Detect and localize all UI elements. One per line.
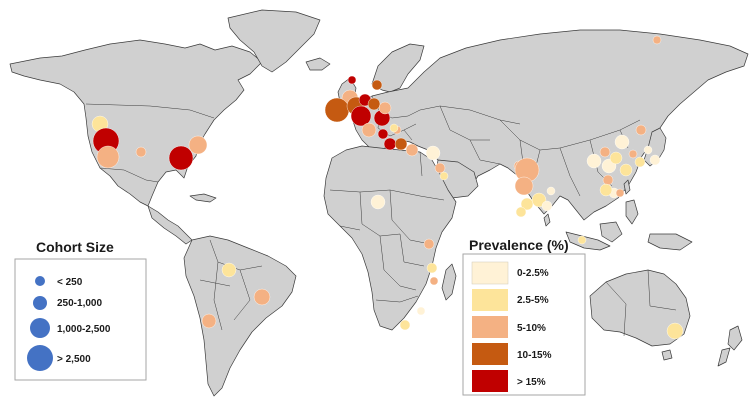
iceland [305,57,331,71]
marker-south-africa-1 [416,306,426,316]
cohort-label-medium: 250-1,000 [57,298,102,309]
marker-us-east-1 [168,145,194,171]
prevalence-swatch-4 [472,370,508,392]
marker-ea-7 [602,174,614,186]
marker-me-1 [425,145,441,161]
africa [323,145,457,331]
indonesia [565,231,611,251]
borneo [599,221,623,243]
central-america [147,205,193,245]
marker-us-central [135,146,147,158]
marker-eu-13 [383,137,397,151]
madagascar [441,263,457,301]
marker-east-africa-1 [423,238,435,250]
south-america [183,235,297,397]
marker-sa-5 [520,197,534,211]
marker-ea-1 [586,153,602,169]
cohort-label-xlarge: > 2,500 [57,354,91,365]
marker-ea-2 [599,146,611,158]
marker-eu-7 [350,105,372,127]
marker-eu-12 [377,128,389,140]
marker-sea-1 [577,235,587,245]
philippines [625,199,639,225]
tasmania [661,349,673,361]
marker-eu-16 [405,143,419,157]
marker-us-east-2 [188,135,208,155]
marker-west-africa [370,194,386,210]
marker-sa-7 [546,186,556,196]
cohort-label-small: < 250 [57,277,83,288]
marker-eu-2 [371,79,383,91]
marker-ea-5 [609,151,623,165]
north-america [9,39,263,207]
cohort-legend-title: Cohort Size [36,239,114,255]
cohort-marker-large [30,318,50,338]
marker-east-africa-2 [426,262,438,274]
sri-lanka [543,213,551,227]
marker-eu-8 [367,97,381,111]
new-zealand [727,325,743,351]
marker-eu-1 [347,75,357,85]
marker-us-west-3 [96,145,120,169]
marker-brazil-1 [221,262,237,278]
prevalence-swatch-1 [472,289,508,311]
marker-ea-4 [614,134,630,150]
greenland [227,9,321,73]
marker-sa-3 [514,176,534,196]
prevalence-label-0: 0-2.5% [517,268,549,279]
cohort-marker-xlarge [27,345,53,371]
country-borders [85,95,677,337]
cohort-size-legend: Cohort Size < 250 250-1,000 1,000-2,500 … [14,239,147,381]
marker-eu-17 [389,123,399,133]
prevalence-label-4: > 15% [517,377,546,388]
marker-ea-13 [643,145,653,155]
marker-brazil-2 [253,288,271,306]
marker-ea-16 [652,35,662,45]
prevalence-legend-title: Prevalence (%) [469,237,569,253]
cohort-marker-medium [33,296,47,310]
new-guinea [647,233,693,251]
marker-ea-9 [599,183,613,197]
cohort-markers [91,35,684,340]
taiwan [623,179,631,195]
australia [589,269,691,347]
cohort-label-large: 1,000-2,500 [57,324,111,335]
marker-me-2 [434,162,446,174]
marker-eu-11 [361,122,377,138]
caribbean [189,193,217,203]
scandinavia [371,43,425,93]
prevalence-swatch-2 [472,316,508,338]
landmasses [9,9,749,397]
marker-ea-14 [649,154,661,166]
prevalence-legend: Prevalence (%) 0-2.5% 2.5-5% 5-10% 10-15… [462,237,586,396]
new-zealand-south [717,347,731,367]
marker-eu-14 [394,137,408,151]
marker-south-africa-2 [399,319,411,331]
prevalence-label-2: 5-10% [517,323,546,334]
marker-sa-8 [541,200,553,212]
marker-ea-11 [628,149,638,159]
marker-ea-12 [634,156,646,168]
marker-me-3 [439,171,449,181]
marker-ea-15 [635,124,647,136]
marker-sa-6 [515,206,527,218]
marker-ea-6 [619,163,633,177]
prevalence-swatch-3 [472,343,508,365]
prevalence-label-3: 10-15% [517,350,552,361]
marker-australia [666,322,684,340]
marker-argentina [201,313,217,329]
marker-east-africa-3 [429,276,439,286]
prevalence-swatch-0 [471,261,509,285]
cohort-marker-small [35,276,45,286]
marker-eu-10 [378,101,392,115]
prevalence-label-1: 2.5-5% [517,295,549,306]
marker-ea-10 [615,188,625,198]
marker-eu-4 [324,97,350,123]
